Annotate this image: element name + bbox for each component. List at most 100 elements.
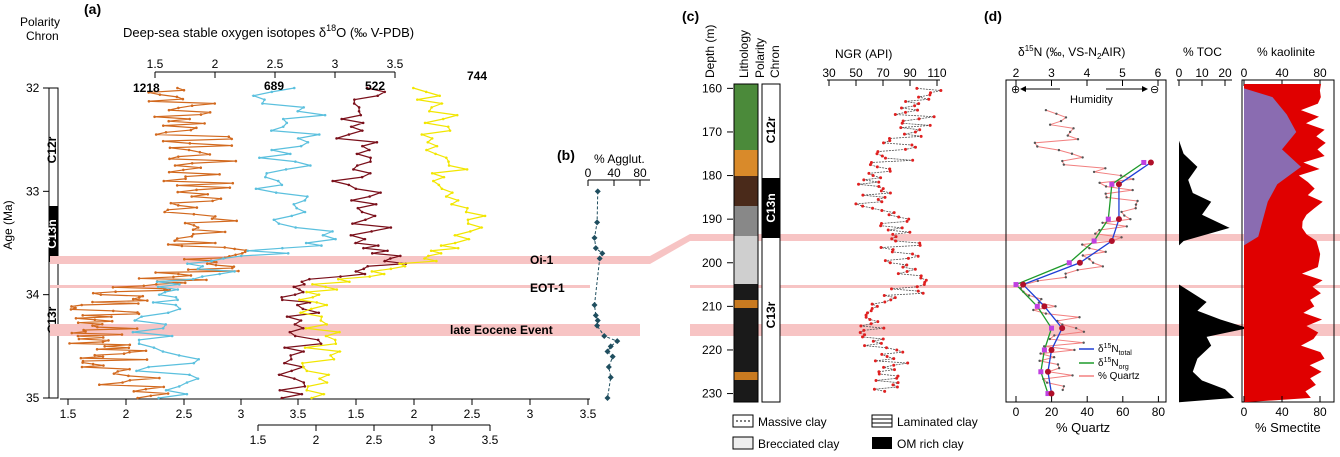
agglut-point <box>607 374 614 381</box>
series-point-744 <box>453 241 457 245</box>
quartz-point <box>1092 170 1096 174</box>
panel-d: (d) δ15N (‰, VS-N2AIR) 2 3 4 5 6 0 20 40 60 80 %… <box>984 8 1335 435</box>
series-point-522 <box>177 354 181 357</box>
series-point-522 <box>137 342 141 346</box>
quartz-tick-label: 60 <box>1116 405 1130 419</box>
series-point-1218 <box>101 355 105 358</box>
series-point-1218 <box>80 303 83 307</box>
series-point-522 <box>156 285 160 289</box>
series-point-1218 <box>93 353 97 357</box>
series-point-1218 <box>164 130 168 134</box>
series-point-522 <box>135 369 138 373</box>
series-point-1218 <box>128 367 131 371</box>
quartz-point <box>1057 148 1061 152</box>
series-point-1218 <box>111 309 115 313</box>
series-point-689 <box>317 311 321 315</box>
series-point-1218 <box>240 252 244 255</box>
series-point-522 <box>197 357 200 361</box>
series-point-744 <box>430 171 434 175</box>
series-point-1218 <box>128 350 131 354</box>
event-late-eocene: late Eocene Event <box>450 323 553 337</box>
series-point-744 <box>447 160 450 163</box>
quartz-point <box>1057 366 1061 370</box>
kaolinite-frame <box>1241 79 1335 403</box>
n15total-point <box>1044 368 1051 375</box>
series-point-1218 <box>210 217 214 220</box>
quartz-point <box>1036 145 1039 148</box>
series-point-744 <box>444 195 448 198</box>
quartz-point <box>1038 359 1041 363</box>
series-point-522 <box>176 298 179 302</box>
agglut-point <box>592 245 599 252</box>
depth-col-title: Depth (m) <box>703 25 717 78</box>
bottom-axis-3-tick-label: 2 <box>411 407 418 421</box>
ngr-point <box>899 126 903 130</box>
series-point-1218 <box>190 195 193 198</box>
series-point-1218 <box>158 93 162 96</box>
series-point-744 <box>432 179 435 183</box>
series-point-1218 <box>175 237 179 240</box>
series-point-522 <box>131 330 135 334</box>
ngr-point <box>869 322 873 326</box>
series-point-689 <box>283 346 286 349</box>
series-point-689 <box>363 237 367 241</box>
quartz-point <box>1129 217 1132 221</box>
series-point-1218 <box>191 228 195 232</box>
quartz-tick-label: 0 <box>1013 405 1020 419</box>
ngr-point <box>889 287 893 291</box>
series-point-522 <box>292 202 296 206</box>
series-point-1218 <box>166 392 170 395</box>
agglut-point <box>594 219 601 226</box>
series-point-744 <box>466 206 469 210</box>
ngr-point <box>868 317 872 321</box>
series-point-689 <box>357 109 361 113</box>
panel-b-tick-label: 40 <box>607 166 621 180</box>
series-point-744 <box>467 237 471 241</box>
series-point-1218 <box>74 306 77 310</box>
series-point-1218 <box>144 349 148 353</box>
series-point-1218 <box>227 135 231 139</box>
series-point-522 <box>196 267 200 271</box>
ngr-point <box>913 130 917 134</box>
series-point-1218 <box>167 119 171 123</box>
series-point-1218 <box>147 91 150 94</box>
chron-col-title: Chron <box>768 45 782 78</box>
agglut-point <box>609 353 616 360</box>
series-point-522 <box>281 117 285 121</box>
series-point-1218 <box>192 223 196 227</box>
series-point-744 <box>301 361 304 365</box>
ngr-point <box>862 178 866 182</box>
ngr-point <box>896 374 900 378</box>
series-point-1218 <box>199 166 203 170</box>
quartz-point <box>1120 210 1123 214</box>
bottom-axis-1-tick-label: 2 <box>123 407 130 421</box>
kaolinite-tick-label: 0 <box>1241 66 1248 80</box>
series-point-522 <box>191 277 195 281</box>
ngr-point <box>888 261 892 265</box>
top-axis-tick-label: 2 <box>212 57 219 71</box>
series-point-1218 <box>100 322 104 326</box>
series-point-1218 <box>195 126 198 130</box>
series-point-1218 <box>99 293 103 296</box>
series-point-522 <box>222 257 225 260</box>
series-point-689 <box>363 272 367 276</box>
series-point-1218 <box>205 278 208 282</box>
series-point-1218 <box>162 179 166 183</box>
site-689-label: 689 <box>264 79 284 93</box>
ngr-point <box>888 139 892 143</box>
bottom-axis-1-tick-label: 1.5 <box>60 407 77 421</box>
series-point-744 <box>370 270 374 273</box>
series-point-744 <box>448 129 452 132</box>
series-point-1218 <box>184 175 187 178</box>
series-point-744 <box>310 307 313 311</box>
ngr-point <box>858 331 862 335</box>
ngr-point <box>913 267 917 271</box>
ngr-point <box>919 134 923 138</box>
legend-om: OM rich clay <box>897 437 964 451</box>
series-point-689 <box>357 106 361 109</box>
series-point-744 <box>423 121 427 125</box>
ngr-point <box>862 328 866 332</box>
series-point-1218 <box>219 197 223 201</box>
series-point-1218 <box>177 272 180 276</box>
ngr-point <box>883 389 887 393</box>
